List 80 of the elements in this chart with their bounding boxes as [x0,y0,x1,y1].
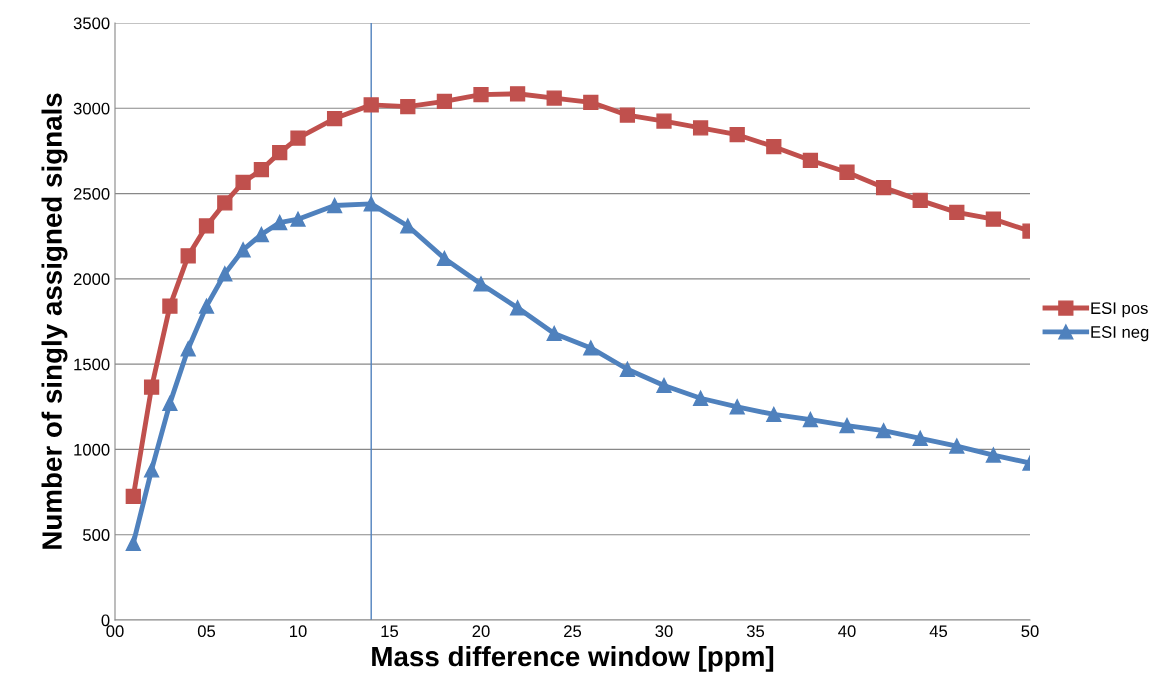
point [162,395,178,412]
point [272,214,288,231]
point [235,174,251,191]
point [949,204,965,220]
y-tick-label: 2500 [73,187,110,200]
point [436,93,453,110]
point [729,127,745,143]
point [235,242,251,258]
x-tick-label: 50 [1021,625,1039,638]
point [326,110,343,127]
point [912,192,928,209]
point [363,196,379,212]
point [509,86,526,102]
x-tick-label: 00 [106,625,124,638]
x-tick-label: 35 [746,625,765,638]
point [692,120,709,136]
point [198,218,215,234]
y-tick-label: 1500 [74,358,110,371]
point [619,107,636,123]
point [473,276,489,292]
point [400,98,416,115]
point [839,164,855,180]
point [985,211,1002,227]
x-tick-label: 25 [564,625,582,638]
legend-label: ESI pos [1091,302,1148,318]
point [802,411,819,428]
point [583,94,599,110]
point [509,300,526,316]
point [436,250,453,267]
point [326,197,343,214]
x-tick-label: 20 [472,625,490,638]
x-axis-title: Mass difference window [ppm] [372,645,774,672]
x-tick-label: 10 [290,625,307,638]
y-tick-label: 1000 [74,443,110,456]
point [290,130,306,146]
point [272,144,288,161]
point [180,248,196,264]
x-tick-label: 15 [381,625,399,638]
point [546,90,562,106]
x-tick-label: 40 [838,625,856,638]
y-tick-label: 0 [101,614,110,627]
point [125,535,141,551]
point [766,406,782,423]
y-tick-label: 3000 [73,102,110,115]
point [217,266,233,282]
point [692,390,709,406]
x-tick-label: 45 [929,625,948,638]
x-tick-label: 05 [197,625,216,638]
point [546,325,562,342]
point [766,139,782,155]
point [253,162,270,178]
point [198,298,215,314]
point [729,399,745,415]
point [619,361,636,377]
point [125,488,141,504]
y-tick-label: 2000 [73,273,110,286]
y-tick-label: 500 [83,529,110,541]
point [253,226,270,243]
point [875,423,892,439]
point [656,377,672,394]
y-axis-title: Number of singly assigned signals [41,93,68,549]
point [802,152,819,168]
x-tick-label: 30 [655,625,673,638]
point [912,430,928,446]
point [985,447,1002,463]
point [217,195,233,211]
point [656,113,672,129]
point [180,341,196,357]
point [583,340,599,356]
point [290,211,306,227]
point [839,417,855,434]
point [162,298,178,314]
point [875,179,892,196]
point [949,438,965,454]
point [363,97,379,113]
point [143,462,160,478]
y-tick-label: 3500 [73,17,110,30]
point [143,379,160,395]
legend-label: ESI neg [1091,326,1149,342]
point [473,87,489,103]
